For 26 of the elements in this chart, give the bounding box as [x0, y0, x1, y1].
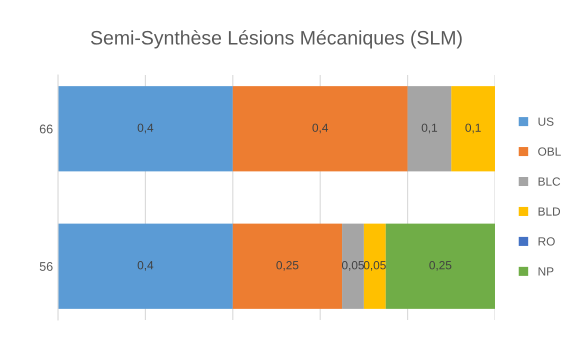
bar	[58, 86, 233, 172]
legend-label: NP	[538, 267, 554, 276]
bar	[342, 224, 364, 309]
chart-title: Semi-Synthèse Lésions Mécaniques (SLM)	[90, 30, 462, 48]
bar	[232, 224, 342, 309]
bar	[408, 86, 452, 172]
legend-label: BLC	[538, 177, 560, 186]
data-label: 0,1	[465, 124, 481, 134]
legend-label: BLD	[538, 207, 560, 216]
bar	[232, 86, 408, 172]
data-label: 0,25	[429, 261, 452, 271]
bar	[58, 224, 233, 309]
bar	[364, 224, 386, 309]
legend-label: RO	[538, 237, 555, 246]
y-tick-label: 66	[40, 124, 53, 134]
data-label: 0,4	[138, 124, 154, 134]
bar	[386, 224, 495, 309]
data-label: 0,1	[422, 124, 438, 134]
y-tick-label: 56	[40, 262, 53, 271]
data-label: 0,05	[342, 261, 364, 271]
data-label: 0,4	[138, 261, 154, 271]
bar	[451, 86, 495, 172]
data-label: 0,25	[276, 261, 298, 271]
legend-label: OBL	[538, 147, 561, 156]
legend-label: US	[538, 117, 554, 126]
data-label: 0,4	[312, 124, 328, 134]
